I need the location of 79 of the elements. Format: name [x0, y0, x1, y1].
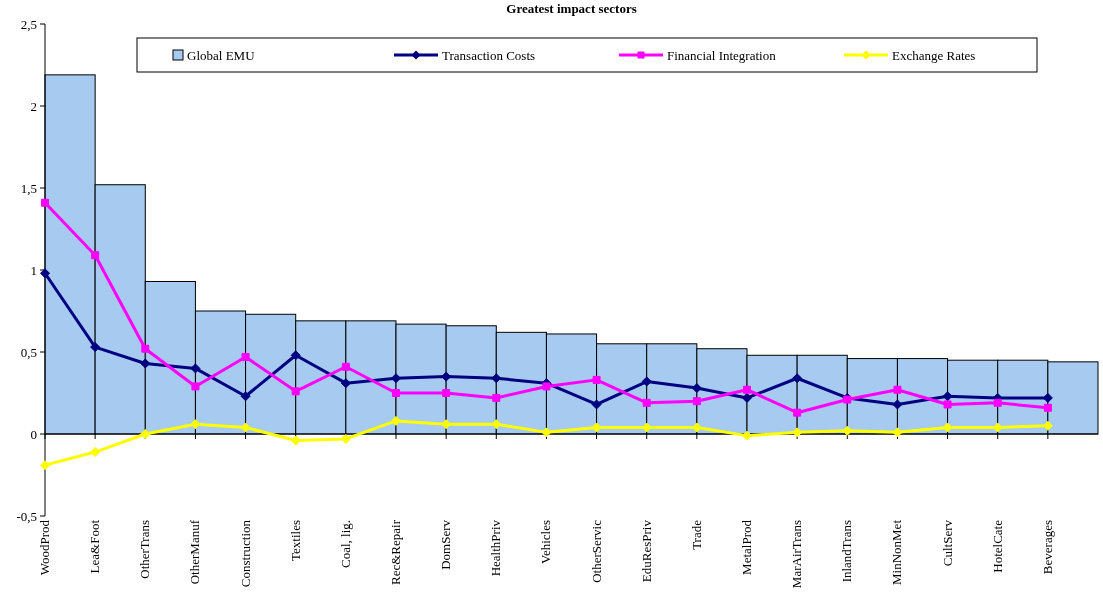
- point: [691, 383, 702, 394]
- x-tick-label: EduResPriv: [638, 519, 654, 583]
- point: [191, 382, 200, 391]
- point: [90, 447, 101, 458]
- x-tick-label: OtherManuf: [187, 519, 203, 585]
- point: [692, 397, 701, 406]
- point: [743, 385, 751, 394]
- point: [892, 427, 903, 438]
- point: [290, 350, 301, 361]
- y-tick-label: 0: [30, 426, 37, 442]
- x-tick-label: Construction: [237, 519, 253, 588]
- point: [993, 398, 1002, 407]
- x-tick-label: HotelCate: [989, 519, 1005, 573]
- point: [591, 399, 602, 410]
- point: [642, 398, 651, 407]
- point: [240, 422, 251, 433]
- x-tick-label: InlandTrans: [839, 520, 855, 583]
- chart-title: Greatest impact sectors: [506, 1, 637, 16]
- x-tick-label: MetalProd: [739, 519, 754, 575]
- point: [40, 460, 50, 471]
- x-tick-label: Vehicles: [538, 520, 554, 565]
- x-tick-label: Rec&Repair: [388, 519, 403, 585]
- point: [140, 429, 151, 439]
- point: [491, 419, 502, 430]
- x-tick-label: OtherServic: [588, 519, 604, 583]
- point: [291, 387, 300, 396]
- point: [793, 408, 802, 417]
- point: [241, 352, 250, 361]
- point: [943, 400, 952, 409]
- x-tick-label: MarAirTrans: [789, 520, 805, 589]
- x-tick-label: DomServ: [438, 519, 454, 570]
- point: [742, 430, 752, 441]
- legend-label: Global EMU: [187, 47, 256, 63]
- point: [442, 389, 451, 397]
- point: [91, 251, 100, 260]
- x-tick-label: WoodProd: [37, 519, 52, 576]
- point: [541, 427, 552, 438]
- x-tick-label: CultServ: [939, 519, 955, 567]
- point: [742, 392, 752, 403]
- point: [290, 435, 301, 446]
- y-tick-label: -0,5: [16, 508, 37, 524]
- point: [893, 385, 902, 394]
- point: [892, 399, 903, 410]
- point: [90, 342, 101, 353]
- y-tick-label: 2: [30, 98, 37, 114]
- y-tick-label: 1: [30, 262, 37, 278]
- x-tick-label: Lea&Foot: [87, 519, 103, 574]
- point: [141, 344, 150, 353]
- y-tick-label: 1,5: [20, 180, 37, 196]
- point: [391, 415, 401, 426]
- point: [842, 425, 853, 436]
- point: [641, 376, 652, 387]
- legend-label: Exchange Rates: [892, 47, 976, 63]
- point: [41, 198, 49, 207]
- legend-label: Transaction Costs: [442, 47, 536, 63]
- x-tick-label: Trade: [688, 519, 704, 550]
- point: [341, 362, 350, 371]
- point: [392, 389, 400, 397]
- point: [140, 358, 151, 369]
- point: [592, 375, 601, 384]
- point: [190, 363, 201, 374]
- x-tick-label: HealthPriv: [488, 519, 504, 577]
- x-tick-label: OtherTrans: [137, 520, 153, 579]
- point: [40, 268, 50, 279]
- x-tick-label: MinNonMet: [889, 519, 905, 585]
- point: [240, 391, 251, 402]
- y-tick-label: 2,5: [20, 16, 37, 32]
- point: [492, 393, 501, 402]
- point: [792, 373, 803, 384]
- legend-label: Financial Integration: [667, 47, 777, 63]
- x-tick-label: Beverages: [1039, 520, 1055, 575]
- y-tick-label: 0,5: [20, 344, 37, 360]
- point: [340, 378, 351, 389]
- point: [391, 373, 401, 384]
- point: [542, 382, 551, 391]
- x-tick-label: Coal, lig.: [337, 520, 353, 569]
- point: [1043, 403, 1052, 412]
- x-tick-label: Textiles: [287, 520, 303, 561]
- point: [491, 373, 502, 384]
